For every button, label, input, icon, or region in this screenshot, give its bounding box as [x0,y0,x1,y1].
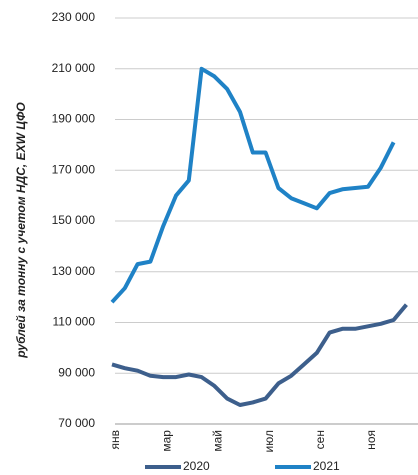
y-tick-label: 70 000 [58,416,95,430]
y-tick-label: 170 000 [52,162,96,176]
y-tick-label: 150 000 [52,213,96,227]
y-tick-label: 130 000 [52,264,96,278]
x-tick-label: июл [262,430,276,452]
y-tick-label: 110 000 [53,315,96,329]
x-tick-label: ноя [364,430,378,450]
legend-label: 2020 [183,459,210,473]
y-tick-label: 210 000 [52,61,96,75]
series-line [110,66,396,304]
x-tick-label: май [211,430,225,452]
y-axis-label: рублей за тонну с учетом НДС, EXW ЦФО [14,102,28,359]
x-tick-label: сен [313,430,327,449]
y-tick-label: 230 000 [52,10,96,24]
legend-label: 2021 [313,459,340,473]
x-tick-label: янв [108,430,122,450]
x-tick-label: мар [159,430,173,452]
y-tick-label: 90 000 [58,365,95,379]
series-line [111,303,408,407]
y-tick-label: 190 000 [52,112,96,126]
